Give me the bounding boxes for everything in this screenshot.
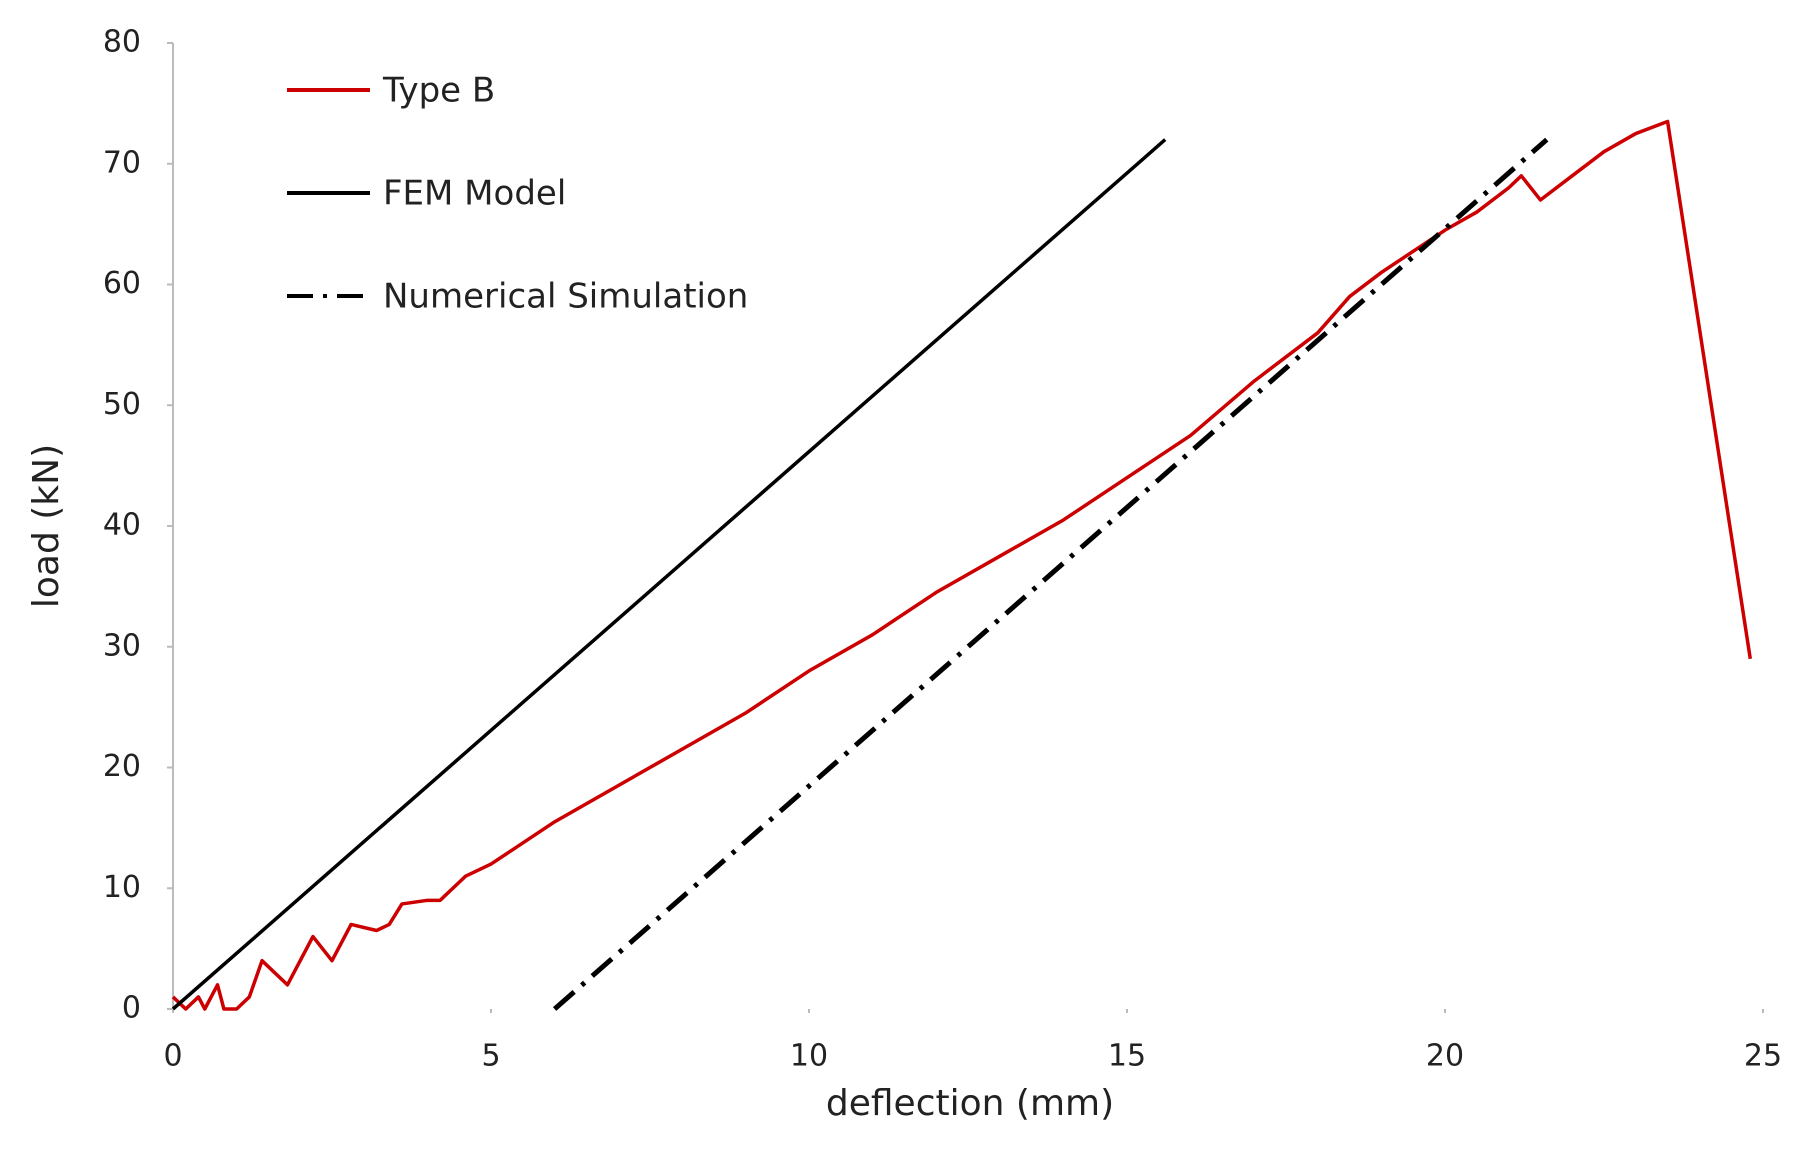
y-tick-label: 10 (103, 870, 141, 905)
legend-label: Type B (382, 71, 495, 111)
series-line (171, 138, 1167, 1011)
y-tick-label: 0 (122, 991, 141, 1026)
x-tick-label: 20 (1426, 1039, 1464, 1074)
x-tick-label: 10 (790, 1039, 828, 1074)
y-tick-label: 50 (103, 387, 141, 422)
x-axis-label: deflection (mm) (826, 1083, 1114, 1124)
legend-label: Numerical Simulation (383, 277, 748, 317)
y-tick-label: 40 (103, 508, 141, 543)
y-tick-label: 60 (103, 266, 141, 301)
y-axis-label: load (kN) (26, 444, 67, 608)
y-tick-label: 30 (103, 628, 141, 663)
x-tick-label: 15 (1108, 1039, 1146, 1074)
x-tick-label: 25 (1744, 1039, 1782, 1074)
series-line (171, 119, 1753, 1011)
y-tick-label: 20 (103, 749, 141, 784)
x-tick-label: 5 (481, 1039, 500, 1074)
x-tick-label: 0 (163, 1039, 182, 1074)
legend-label: FEM Model (383, 174, 566, 214)
y-tick-label: 80 (103, 25, 141, 60)
y-tick-label: 70 (103, 145, 141, 180)
series-line (552, 137, 1549, 1011)
